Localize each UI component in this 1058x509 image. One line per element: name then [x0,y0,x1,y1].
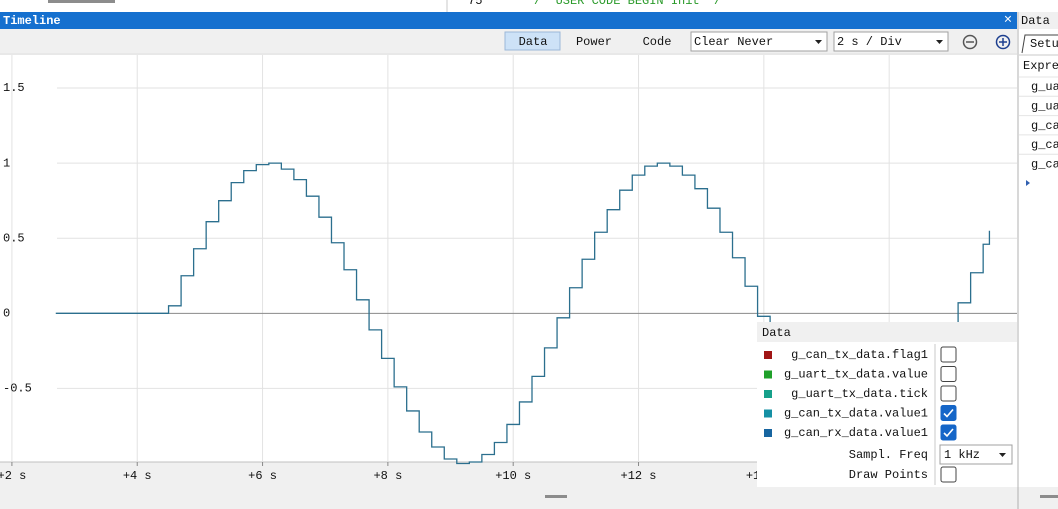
legend-label: g_can_tx_data.value1 [784,407,928,421]
x-tick-label: +10 s [495,469,531,483]
side-column-header: Expre [1023,59,1058,73]
legend-label: g_can_tx_data.flag1 [791,348,928,362]
x-tick-label: +4 s [123,469,152,483]
y-tick-label: 1 [3,156,10,170]
legend-swatch [764,351,772,359]
tab-button[interactable]: Data [519,35,548,49]
dropdown-arrow [815,40,822,44]
window-title: Timeline [3,14,61,28]
y-tick-label: 1.5 [3,81,25,95]
x-tick-label: +6 s [248,469,277,483]
legend-header [757,322,1017,342]
tab-button[interactable]: Code [643,35,672,49]
plot: +2 s+4 s+6 s+8 s+10 s+12 s+14 s+16 s1.51… [0,55,1017,483]
legend-checkbox[interactable] [940,346,957,363]
sample-label: Sampl. Freq [849,448,928,462]
side-panel [1018,12,1058,487]
code-comment: /* USER CODE BEGIN Init */ [534,0,721,8]
legend-checkbox[interactable] [940,424,957,441]
side-row: g_ua [1031,99,1058,113]
legend-checkbox[interactable] [940,405,957,421]
splitter-handle [1040,495,1058,498]
y-tick-label: 0 [3,306,10,320]
side-header [1019,12,1058,29]
legend: Data Sampl. Freq 1 kHz Draw Points g_can… [757,322,1017,487]
tab-button[interactable]: Power [576,35,612,49]
legend-label: g_can_rx_data.value1 [784,426,928,440]
legend-swatch [764,390,772,398]
button-bg [504,31,561,51]
close-button[interactable]: × [1004,13,1012,29]
zoom-out[interactable] [962,34,978,50]
side-row: g_ua [1031,80,1058,94]
side-row: g_ca [1031,119,1058,133]
select-value: 1 kHz [944,448,980,462]
status-strip [0,487,1058,509]
zoom-in-icon [999,38,1007,46]
legend-swatch [764,409,772,418]
dropdown-arrow [936,40,943,44]
legend-label: g_uart_tx_data.value [784,368,928,382]
x-tick-label: +2 s [0,469,26,483]
select-box[interactable] [690,31,828,52]
zoom-in[interactable] [995,34,1011,50]
select-box[interactable] [939,444,1013,465]
legend-checkbox[interactable] [940,366,957,382]
side-tab[interactable]: Setu [1030,37,1058,51]
title-bar [0,12,1017,29]
y-tick-label: -0.5 [3,382,32,396]
splitter-handle [545,495,567,498]
legend-checkbox[interactable] [940,385,957,402]
legend-swatch [764,429,772,437]
x-tick-label: +12 s [621,469,657,483]
side-row: g_ca [1031,157,1058,171]
side-title: Data [1021,14,1050,28]
legend-title: Data [762,326,791,340]
x-tick-label: +8 s [373,469,402,483]
y-tick-label: 0.5 [3,231,25,245]
points-label: Draw Points [849,468,928,482]
points-checkbox[interactable] [940,466,957,483]
scroll-thumb [48,0,115,3]
select-value: 2 s / Div [837,35,902,49]
dropdown-arrow [999,453,1006,457]
line-number: 75 [468,0,482,8]
legend-label: g_uart_tx_data.tick [791,387,928,401]
expand-arrow[interactable] [1026,180,1030,186]
tab-border [1021,34,1058,54]
side-row: g_ca [1031,138,1058,152]
check-mark [943,408,954,418]
legend-swatch [764,370,772,379]
check-mark [943,428,954,438]
select-value: Clear Never [694,35,773,49]
select-box[interactable] [833,31,949,52]
